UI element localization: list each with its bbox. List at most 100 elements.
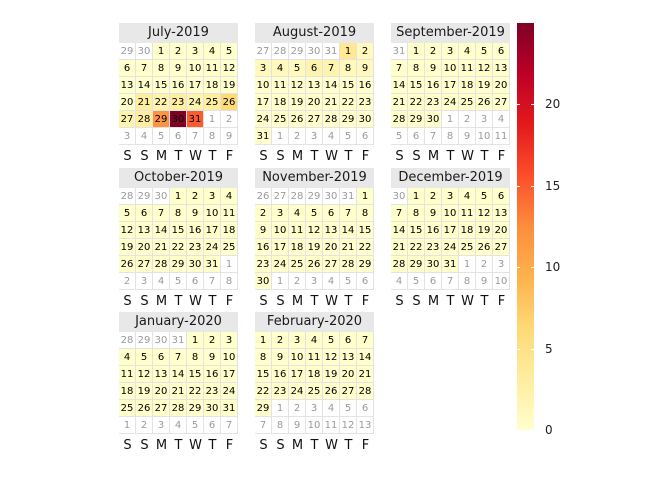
day-cell: 16: [204, 366, 221, 383]
day-cell: 10: [221, 349, 238, 366]
day-cell: 24: [221, 383, 238, 400]
day-cell: 28: [136, 111, 153, 128]
day-cell: 6: [306, 60, 323, 77]
day-cell: 18: [221, 222, 238, 239]
padding-day-cell: 2: [459, 111, 476, 128]
legend-tick-label: 10: [545, 260, 561, 275]
day-cell: 4: [459, 188, 476, 205]
day-cell: 23: [170, 94, 187, 111]
padding-day-cell: 30: [153, 332, 170, 349]
month-panel: September-2019 31 1 2 3 4 5 6 7 8 9 10 11 12 13 14 15 16 1…: [391, 23, 510, 164]
month-grid: 27 28 29 30 31 1 2 3 4 5 6 7 8 9 10 11 12 13 14 15 16 17 18 19 2…: [255, 43, 374, 145]
weekday-label: W: [189, 438, 202, 453]
day-cell: 30: [425, 111, 442, 128]
day-cell: 11: [204, 60, 221, 77]
day-cell: 14: [391, 222, 408, 239]
day-cell: 31: [221, 400, 238, 417]
padding-day-cell: 31: [323, 43, 340, 60]
day-cell: 28: [153, 256, 170, 273]
day-cell: 11: [221, 205, 238, 222]
day-cell: 24: [187, 94, 204, 111]
weekday-label: W: [189, 294, 202, 309]
weekday-label: W: [325, 294, 338, 309]
padding-day-cell: 10: [476, 128, 493, 145]
day-cell: 2: [170, 43, 187, 60]
day-cell: 24: [289, 383, 306, 400]
day-cell: 20: [323, 239, 340, 256]
padding-day-cell: 3: [136, 273, 153, 290]
day-cell: 13: [493, 205, 510, 222]
day-cell: 6: [340, 332, 357, 349]
padding-day-cell: 1: [442, 111, 459, 128]
month-panel: December-2019 30 1 2 3 4 5 6 7 8 9 10 11 12 13 14 15 16 17…: [391, 168, 510, 309]
day-cell: 30: [170, 111, 187, 128]
day-cell: 10: [442, 205, 459, 222]
day-cell: 11: [289, 222, 306, 239]
day-cell: 30: [255, 273, 272, 290]
weekday-label: F: [225, 438, 234, 453]
padding-day-cell: 29: [119, 43, 136, 60]
padding-day-cell: 2: [136, 417, 153, 434]
month-title: September-2019: [391, 23, 510, 43]
day-cell: 7: [323, 60, 340, 77]
day-cell: 18: [272, 94, 289, 111]
day-cell: 16: [255, 239, 272, 256]
day-cell: 21: [340, 239, 357, 256]
weekday-label: S: [276, 438, 285, 453]
padding-day-cell: 29: [136, 332, 153, 349]
legend-tick-label: 0: [545, 423, 553, 437]
padding-day-cell: 4: [323, 273, 340, 290]
day-cell: 6: [119, 60, 136, 77]
day-cell: 31: [187, 111, 204, 128]
padding-day-cell: 29: [136, 188, 153, 205]
legend-tick-left: [517, 185, 520, 187]
weekday-label: F: [497, 294, 506, 309]
day-cell: 1: [187, 332, 204, 349]
day-cell: 12: [323, 349, 340, 366]
day-cell: 23: [255, 256, 272, 273]
day-cell: 23: [425, 239, 442, 256]
day-cell: 26: [476, 239, 493, 256]
day-cell: 19: [289, 94, 306, 111]
day-cell: 16: [357, 77, 374, 94]
weekday-label: W: [189, 149, 202, 164]
padding-day-cell: 12: [340, 417, 357, 434]
day-cell: 16: [425, 77, 442, 94]
weekday-label: S: [259, 294, 268, 309]
day-cell: 19: [476, 222, 493, 239]
day-cell: 26: [136, 400, 153, 417]
legend-tick-right: [531, 185, 534, 187]
day-cell: 29: [408, 111, 425, 128]
padding-day-cell: 27: [272, 188, 289, 205]
weekday-label: T: [446, 149, 455, 164]
weekday-label: F: [497, 149, 506, 164]
padding-day-cell: 9: [289, 417, 306, 434]
padding-day-cell: 8: [459, 273, 476, 290]
day-cell: 29: [357, 256, 374, 273]
day-cell: 20: [306, 94, 323, 111]
padding-day-cell: 29: [289, 43, 306, 60]
day-cell: 27: [340, 383, 357, 400]
day-cell: 29: [187, 400, 204, 417]
weekday-label: F: [225, 294, 234, 309]
legend-tick-right: [531, 104, 534, 106]
padding-day-cell: 2: [221, 111, 238, 128]
day-cell: 14: [357, 349, 374, 366]
legend-tick-left: [517, 429, 520, 430]
weekday-label: F: [361, 149, 370, 164]
day-cell: 30: [204, 400, 221, 417]
day-cell: 8: [357, 205, 374, 222]
day-cell: 22: [357, 239, 374, 256]
day-cell: 4: [221, 188, 238, 205]
day-cell: 12: [289, 77, 306, 94]
day-cell: 1: [153, 43, 170, 60]
padding-day-cell: 3: [119, 128, 136, 145]
weekday-label: M: [291, 438, 304, 453]
day-cell: 22: [408, 94, 425, 111]
weekday-label: S: [140, 438, 149, 453]
day-cell: 18: [459, 222, 476, 239]
day-cell: 24: [442, 239, 459, 256]
month-grid: 28 29 30 1 2 3 4 5 6 7 8 9 10 11 12 13 14 15 16 17 18 19 20 21 2…: [119, 188, 238, 290]
